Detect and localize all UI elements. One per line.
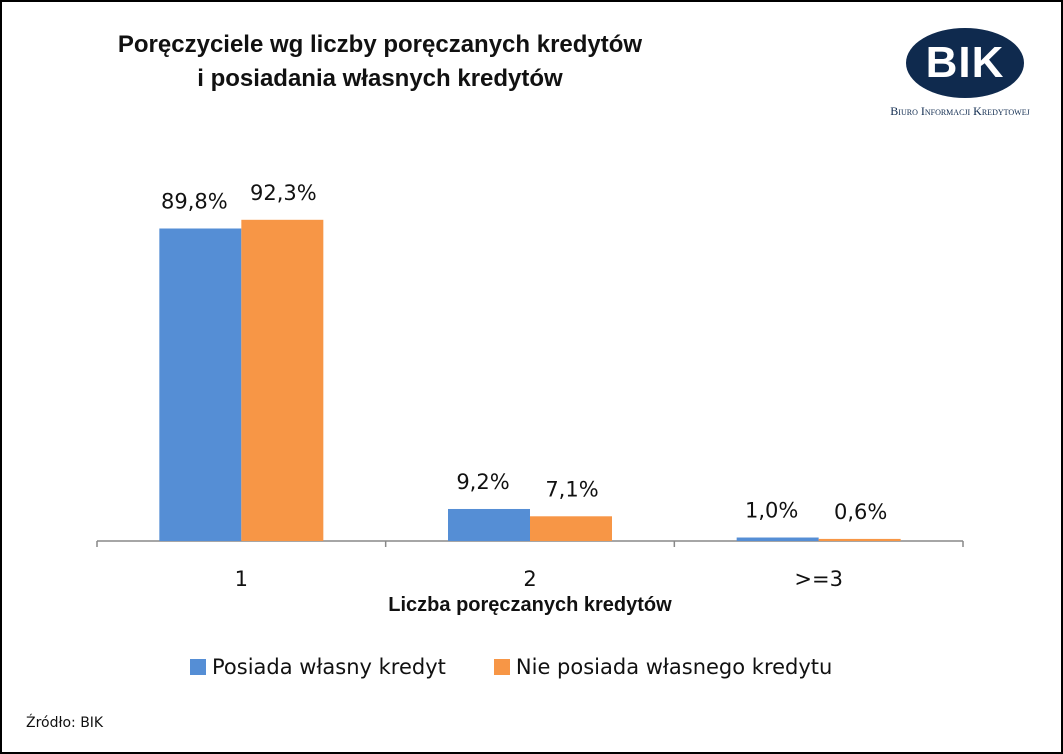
bar <box>736 537 819 541</box>
legend-swatch <box>493 659 510 675</box>
bar <box>241 219 324 541</box>
bar <box>530 516 612 541</box>
x-tick-label: 1 <box>235 567 248 591</box>
chart-legend: Posiada własny kredyt Nie posiada własneg… <box>190 652 880 682</box>
source-note: Źródło: BIK <box>26 715 104 731</box>
data-label: 0,6% <box>834 500 887 524</box>
logo-subtitle: Biuro Informacji Kredytowej <box>890 104 1030 118</box>
logo-text: BIK <box>925 38 1005 87</box>
x-tick-label: >=3 <box>794 567 843 591</box>
bik-logo: BIK Biuro Informacji Kredytowej <box>870 22 1050 122</box>
chart-title: Poręczyciele wg liczby poręczanych kredy… <box>117 31 643 92</box>
bar <box>159 228 242 541</box>
x-axis-title: Liczba poręczanych kredytów <box>388 594 672 616</box>
bar <box>818 538 901 541</box>
data-label: 9,2% <box>456 470 509 494</box>
data-label: 1,0% <box>745 499 798 523</box>
legend-label: Posiada własny kredyt <box>212 655 446 679</box>
logo-badge <box>906 28 1024 98</box>
bar <box>448 508 530 541</box>
data-label: 92,3% <box>250 181 317 205</box>
data-label: 89,8% <box>161 189 228 213</box>
legend-item: Posiada własny kredyt <box>190 655 446 679</box>
legend-item: Nie posiada własnego kredytu <box>493 655 833 679</box>
legend-swatch <box>190 659 206 675</box>
legend-label: Nie posiada własnego kredytu <box>515 655 833 679</box>
data-label: 7,1% <box>545 477 598 501</box>
x-tick-label: 2 <box>523 567 536 591</box>
